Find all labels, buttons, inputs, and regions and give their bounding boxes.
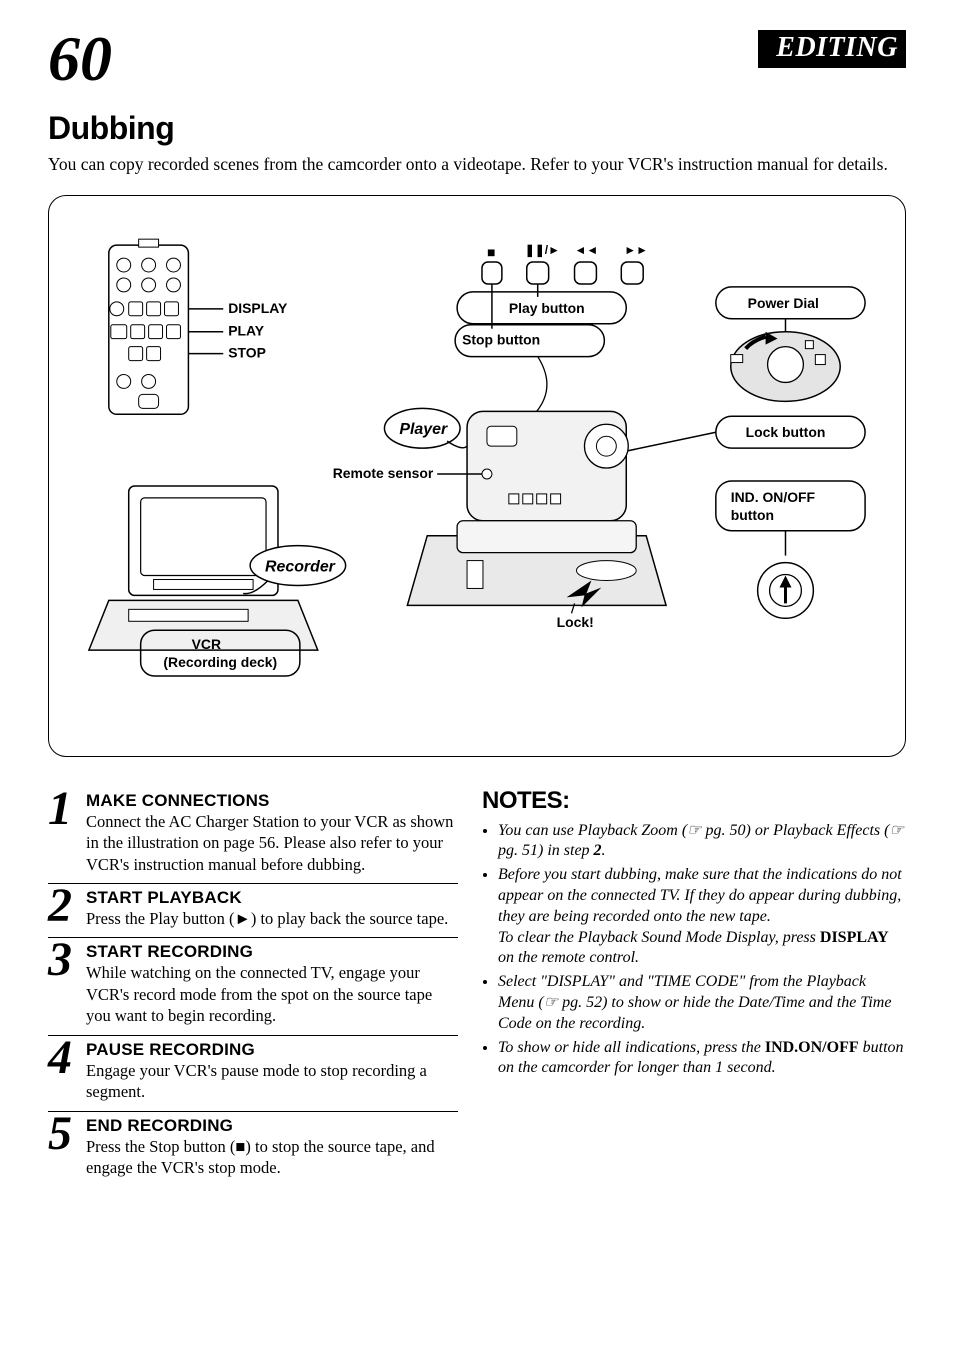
step-4: 4 PAUSE RECORDING Engage your VCR's paus… xyxy=(48,1035,458,1105)
step-2: 2 START PLAYBACK Press the Play button (… xyxy=(48,883,458,931)
note-item: To show or hide all indications, press t… xyxy=(498,1038,906,1080)
step-number: 3 xyxy=(48,940,86,1026)
power-dial-callout: Power Dial xyxy=(716,287,865,401)
camcorder-top-buttons: ■ ❚❚/► ◄◄ ►► Play button Stop button xyxy=(455,243,648,356)
vcr-label-1: VCR xyxy=(192,636,221,652)
section-badge: EDITING xyxy=(758,30,906,68)
camcorder-illustration: Remote sensor Player Lock! xyxy=(333,408,666,630)
step-title: END RECORDING xyxy=(86,1116,458,1136)
lock-button-label: Lock button xyxy=(746,424,826,440)
step-text: Engage your VCR's pause mode to stop rec… xyxy=(86,1060,458,1103)
display-label: DISPLAY xyxy=(228,299,288,315)
play-button-label: Play button xyxy=(509,299,585,315)
note-item: Select "DISPLAY" and "TIME CODE" from th… xyxy=(498,972,906,1034)
step-5: 5 END RECORDING Press the Stop button (■… xyxy=(48,1111,458,1181)
page-title: Dubbing xyxy=(48,110,906,147)
tv-vcr-illustration: Recorder VCR (Recording deck) xyxy=(89,486,346,676)
page-header: 60 EDITING xyxy=(48,30,906,68)
step-3: 3 START RECORDING While watching on the … xyxy=(48,937,458,1028)
page-number: 60 xyxy=(48,30,112,88)
connection-diagram: DISPLAY PLAY STOP ■ xyxy=(48,195,906,757)
step-number: 4 xyxy=(48,1038,86,1103)
remote-sensor-label: Remote sensor xyxy=(333,465,434,481)
step-text: While watching on the connected TV, enga… xyxy=(86,962,458,1026)
ind-onoff-label-2: button xyxy=(731,506,774,522)
step-title: PAUSE RECORDING xyxy=(86,1040,458,1060)
notes-list: You can use Playback Zoom (☞ pg. 50) or … xyxy=(482,821,906,1080)
intro-text: You can copy recorded scenes from the ca… xyxy=(48,153,906,177)
remote-control-illustration: DISPLAY PLAY STOP xyxy=(109,239,288,414)
step-text: Connect the AC Charger Station to your V… xyxy=(86,811,458,875)
note-item: You can use Playback Zoom (☞ pg. 50) or … xyxy=(498,821,906,863)
step-title: START RECORDING xyxy=(86,942,458,962)
stop-button-label: Stop button xyxy=(462,331,540,347)
step-title: MAKE CONNECTIONS xyxy=(86,791,458,811)
ind-onoff-callout: IND. ON/OFF button xyxy=(716,481,865,618)
note-item: Before you start dubbing, make sure that… xyxy=(498,865,906,969)
svg-text:►►: ►► xyxy=(624,243,648,257)
stop-label: STOP xyxy=(228,344,266,360)
notes-column: NOTES: You can use Playback Zoom (☞ pg. … xyxy=(482,787,906,1187)
step-text: Press the Play button (►) to play back t… xyxy=(86,908,458,929)
svg-text:◄◄: ◄◄ xyxy=(575,243,599,257)
step-number: 1 xyxy=(48,789,86,875)
svg-text:❚❚/►: ❚❚/► xyxy=(525,243,560,258)
svg-text:■: ■ xyxy=(487,244,495,260)
player-label: Player xyxy=(399,421,448,438)
recorder-label: Recorder xyxy=(265,558,336,575)
step-number: 2 xyxy=(48,886,86,929)
vcr-label-2: (Recording deck) xyxy=(163,654,277,670)
notes-title: NOTES: xyxy=(482,787,906,815)
play-label: PLAY xyxy=(228,322,265,338)
step-1: 1 MAKE CONNECTIONS Connect the AC Charge… xyxy=(48,787,458,877)
step-text: Press the Stop button (■) to stop the so… xyxy=(86,1136,458,1179)
step-number: 5 xyxy=(48,1114,86,1179)
ind-onoff-label-1: IND. ON/OFF xyxy=(731,488,815,504)
lock-label: Lock! xyxy=(557,614,594,630)
power-dial-label: Power Dial xyxy=(748,294,819,310)
steps-column: 1 MAKE CONNECTIONS Connect the AC Charge… xyxy=(48,787,458,1187)
step-title: START PLAYBACK xyxy=(86,888,458,908)
lock-button-callout: Lock button xyxy=(626,416,865,451)
